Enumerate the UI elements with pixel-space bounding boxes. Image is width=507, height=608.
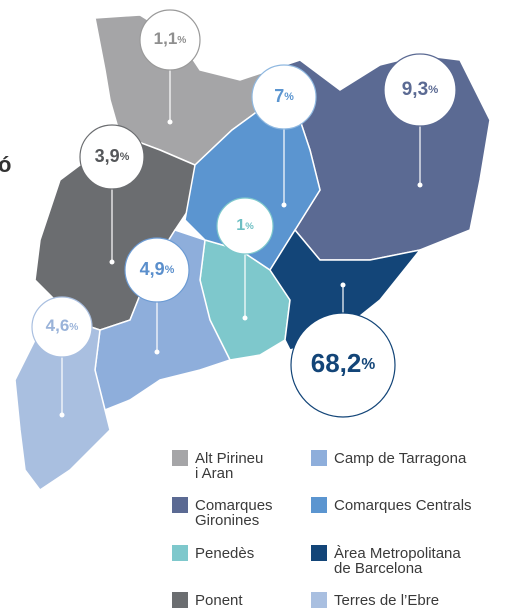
value-bubble bbox=[139, 9, 201, 71]
legend-label: Alt Pirineu i Aran bbox=[195, 450, 263, 482]
pin-dot bbox=[109, 259, 115, 265]
legend-swatch bbox=[172, 545, 188, 561]
legend-line: Àrea Metropolitana bbox=[334, 545, 461, 562]
pin-dot bbox=[167, 119, 173, 125]
legend-label: Àrea Metropolitana de Barcelona bbox=[334, 545, 461, 577]
legend-line: i Aran bbox=[195, 465, 233, 482]
pin-dot bbox=[340, 282, 346, 288]
value-bubble bbox=[216, 197, 274, 255]
value-bubble bbox=[251, 64, 317, 130]
legend-line: Alt Pirineu bbox=[195, 450, 263, 467]
legend-label: Comarques Centrals bbox=[334, 497, 472, 514]
legend-swatch bbox=[311, 545, 327, 561]
pin-dot bbox=[417, 182, 423, 188]
legend-line: Comarques Centrals bbox=[334, 497, 472, 514]
legend-swatch bbox=[172, 497, 188, 513]
value-label: 7% bbox=[274, 86, 294, 106]
legend-swatch bbox=[311, 497, 327, 513]
value-label: 4,9% bbox=[140, 259, 175, 279]
pin-dot bbox=[242, 315, 248, 321]
legend-label: Camp de Tarragona bbox=[334, 450, 467, 467]
value-bubble bbox=[79, 124, 145, 190]
legend-line: Penedès bbox=[195, 545, 254, 562]
legend-line: Ponent bbox=[195, 592, 243, 608]
region bbox=[269, 228, 422, 351]
value-label: 68,2% bbox=[311, 348, 376, 378]
value-label: 3,9% bbox=[95, 146, 130, 166]
value-bubble bbox=[383, 53, 457, 127]
value-label: 1,1% bbox=[154, 29, 187, 48]
value-label: 1% bbox=[236, 217, 254, 234]
pin-dot bbox=[281, 202, 287, 208]
value-label: 4,6% bbox=[46, 316, 79, 335]
legend-line: Camp de Tarragona bbox=[334, 450, 467, 467]
pin-dot bbox=[154, 349, 160, 355]
legend-swatch bbox=[172, 592, 188, 608]
legend-label: Comarques Gironines bbox=[195, 497, 273, 529]
legend-label: Terres de l’Ebre bbox=[334, 592, 439, 608]
legend-line: de Barcelona bbox=[334, 560, 423, 577]
legend-line: Comarques bbox=[195, 497, 273, 514]
legend-swatch bbox=[311, 592, 327, 608]
legend-swatch bbox=[172, 450, 188, 466]
pin-dot bbox=[59, 412, 65, 418]
legend-label: Ponent bbox=[195, 592, 243, 608]
legend-swatch bbox=[311, 450, 327, 466]
value-bubble bbox=[124, 237, 190, 303]
legend-line: Terres de l’Ebre bbox=[334, 592, 439, 608]
value-bubble bbox=[31, 296, 93, 358]
legend-line: Gironines bbox=[195, 512, 259, 529]
value-bubble bbox=[290, 312, 396, 418]
side-text: ó bbox=[0, 152, 11, 177]
legend-label: Penedès bbox=[195, 545, 254, 562]
value-label: 9,3% bbox=[402, 79, 439, 100]
